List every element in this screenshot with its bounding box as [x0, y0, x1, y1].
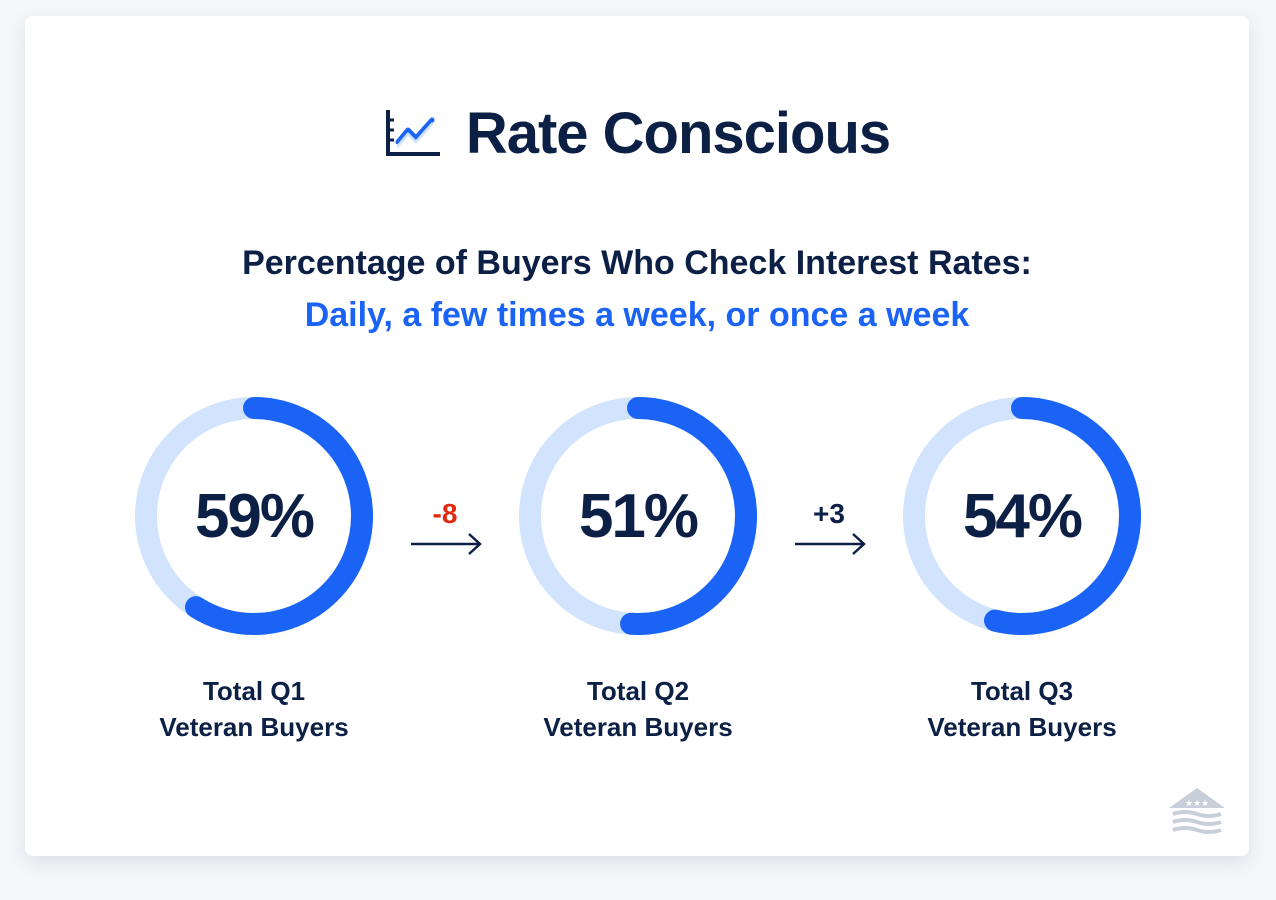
donut-q2: 51% [518, 396, 758, 636]
donut-value-q3: 54% [962, 481, 1083, 551]
category-label-q1: Total Q1 Veteran Buyers [104, 673, 404, 745]
category-label-q2-line1: Total Q2 [586, 676, 690, 706]
donut-arc-q3 [903, 397, 1141, 635]
category-label-q2-line2: Veteran Buyers [543, 712, 733, 742]
change-label-q2-q3: +3 [813, 498, 845, 529]
title-row: Rate Conscious [25, 98, 1249, 168]
donut-q1: 59% [134, 396, 374, 636]
category-label-q1-line2: Veteran Buyers [159, 712, 349, 742]
donut-arc-q2 [519, 397, 757, 635]
change-label-q1-q2: -8 [432, 498, 458, 529]
arrow-right-icon [795, 533, 866, 555]
category-label-q2: Total Q2 Veteran Buyers [488, 673, 788, 745]
category-label-q3: Total Q3 Veteran Buyers [872, 673, 1172, 745]
category-label-q1-line1: Total Q1 [202, 676, 306, 706]
page-title: Rate Conscious [465, 100, 891, 166]
donut-q3: 54% [902, 396, 1142, 636]
donut-arc-q1 [135, 397, 373, 635]
line-chart-icon [385, 110, 440, 156]
svg-text:★★★: ★★★ [1185, 799, 1209, 809]
subtitle-line-1: Percentage of Buyers Who Check Interest … [242, 244, 1032, 282]
arrow-right-icon [411, 533, 482, 555]
infographic-card: Rate Conscious Percentage of Buyers Who … [25, 16, 1249, 856]
donut-value-q1: 59% [194, 481, 315, 551]
category-label-q3-line1: Total Q3 [970, 676, 1074, 706]
donut-value-q2: 51% [578, 481, 699, 551]
category-label-q3-line2: Veteran Buyers [927, 712, 1117, 742]
subtitle-line-2: Daily, a few times a week, or once a wee… [304, 296, 970, 334]
house-flag-logo-icon: ★★★ [1169, 788, 1225, 834]
